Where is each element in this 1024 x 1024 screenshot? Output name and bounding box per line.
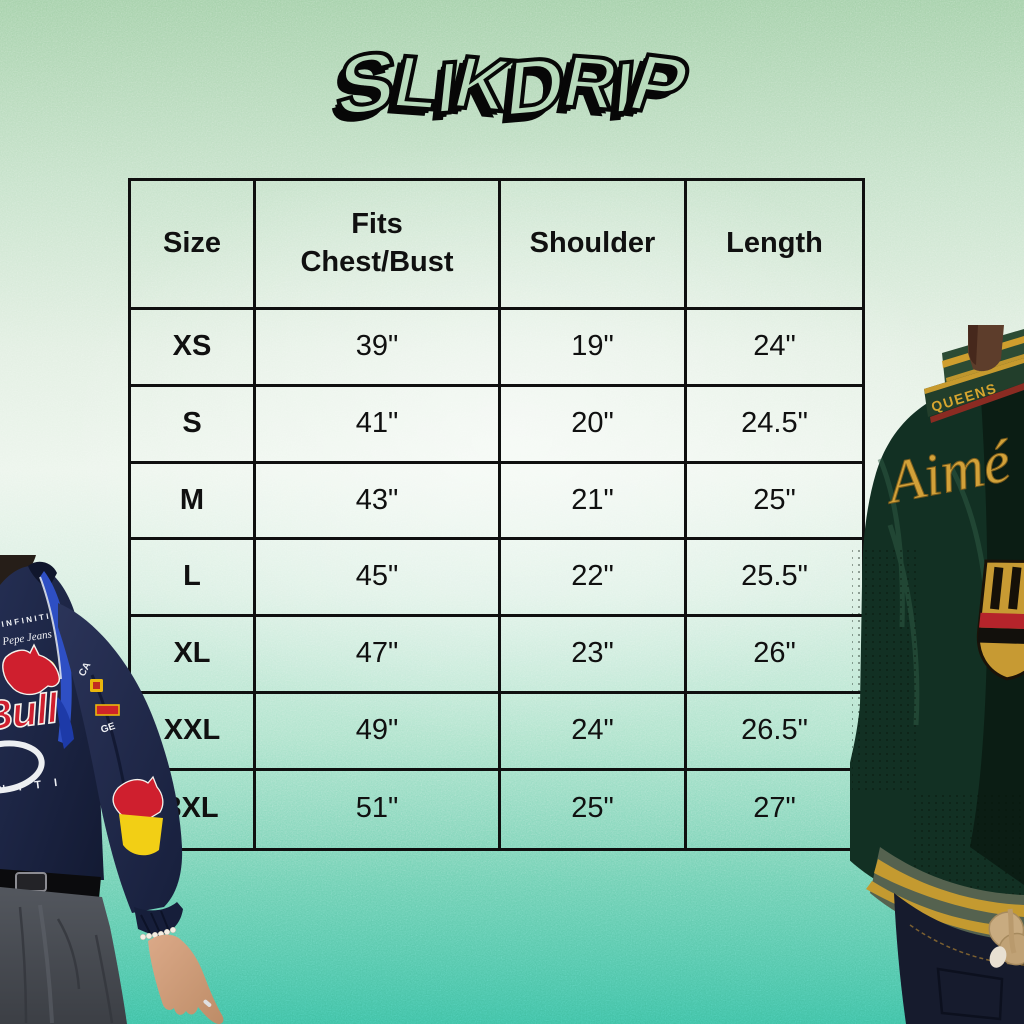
row-xl-shoulder: 23"	[501, 617, 687, 694]
left-model-patch-yellow-inner	[93, 682, 100, 689]
row-3xl-length: 27"	[753, 792, 796, 825]
left-model-photo: INFINITI Pepe Jeans Bull N I T I CA GE	[0, 555, 224, 1024]
right-model-perforation-left	[852, 545, 918, 795]
header-size: Size	[131, 181, 256, 310]
right-model-photo: Aimé QUEENS	[850, 325, 1024, 1024]
row-s-size: S	[131, 386, 256, 464]
header-shoulder-label: Shoulder	[529, 227, 656, 260]
header-shoulder: Shoulder	[501, 181, 687, 310]
row-xxl-chest: 49"	[256, 693, 501, 771]
left-model-belt-buckle	[15, 872, 47, 892]
row-xs-size: XS	[131, 310, 256, 387]
row-3xl-chest: 51"	[256, 770, 501, 848]
row-m-length: 25"	[687, 464, 862, 541]
row-xs-length: 24"	[687, 310, 862, 387]
row-xs-chest: 39"	[256, 310, 501, 387]
row-3xl-shoulder: 25"	[501, 770, 687, 848]
size-chart-table: Size Fits Chest/Bust Shoulder Length XS …	[128, 178, 865, 851]
row-xl-chest: 47"	[256, 617, 501, 694]
row-s-length: 24.5"	[687, 387, 862, 464]
left-model-pirelli-patch	[95, 704, 120, 716]
row-l-length: 25.5"	[687, 540, 862, 618]
header-chest-label: Fits Chest/Bust	[300, 208, 454, 278]
left-model-hand	[148, 934, 224, 1024]
header-length-label: Length	[726, 227, 823, 260]
header-chest: Fits Chest/Bust	[256, 181, 501, 310]
row-xxl-length: 26.5"	[687, 694, 862, 771]
row-xs-shoulder: 19"	[501, 310, 687, 387]
brand-logo-slikdrip: SLIKDRIP	[0, 31, 1024, 137]
row-m-chest: 43"	[256, 463, 501, 541]
header-size-label: Size	[162, 227, 222, 260]
row-xxl-shoulder: 24"	[501, 693, 687, 771]
row-s-chest: 41"	[256, 386, 501, 464]
header-length: Length	[687, 181, 862, 310]
row-l-shoulder: 22"	[501, 540, 687, 618]
row-m-size: M	[131, 463, 256, 541]
row-l-chest: 45"	[256, 540, 501, 618]
row-s-shoulder: 20"	[501, 386, 687, 464]
row-xl-length: 26"	[687, 617, 862, 694]
row-m-shoulder: 21"	[501, 463, 687, 541]
left-model-bull-text: Bull	[0, 684, 62, 740]
